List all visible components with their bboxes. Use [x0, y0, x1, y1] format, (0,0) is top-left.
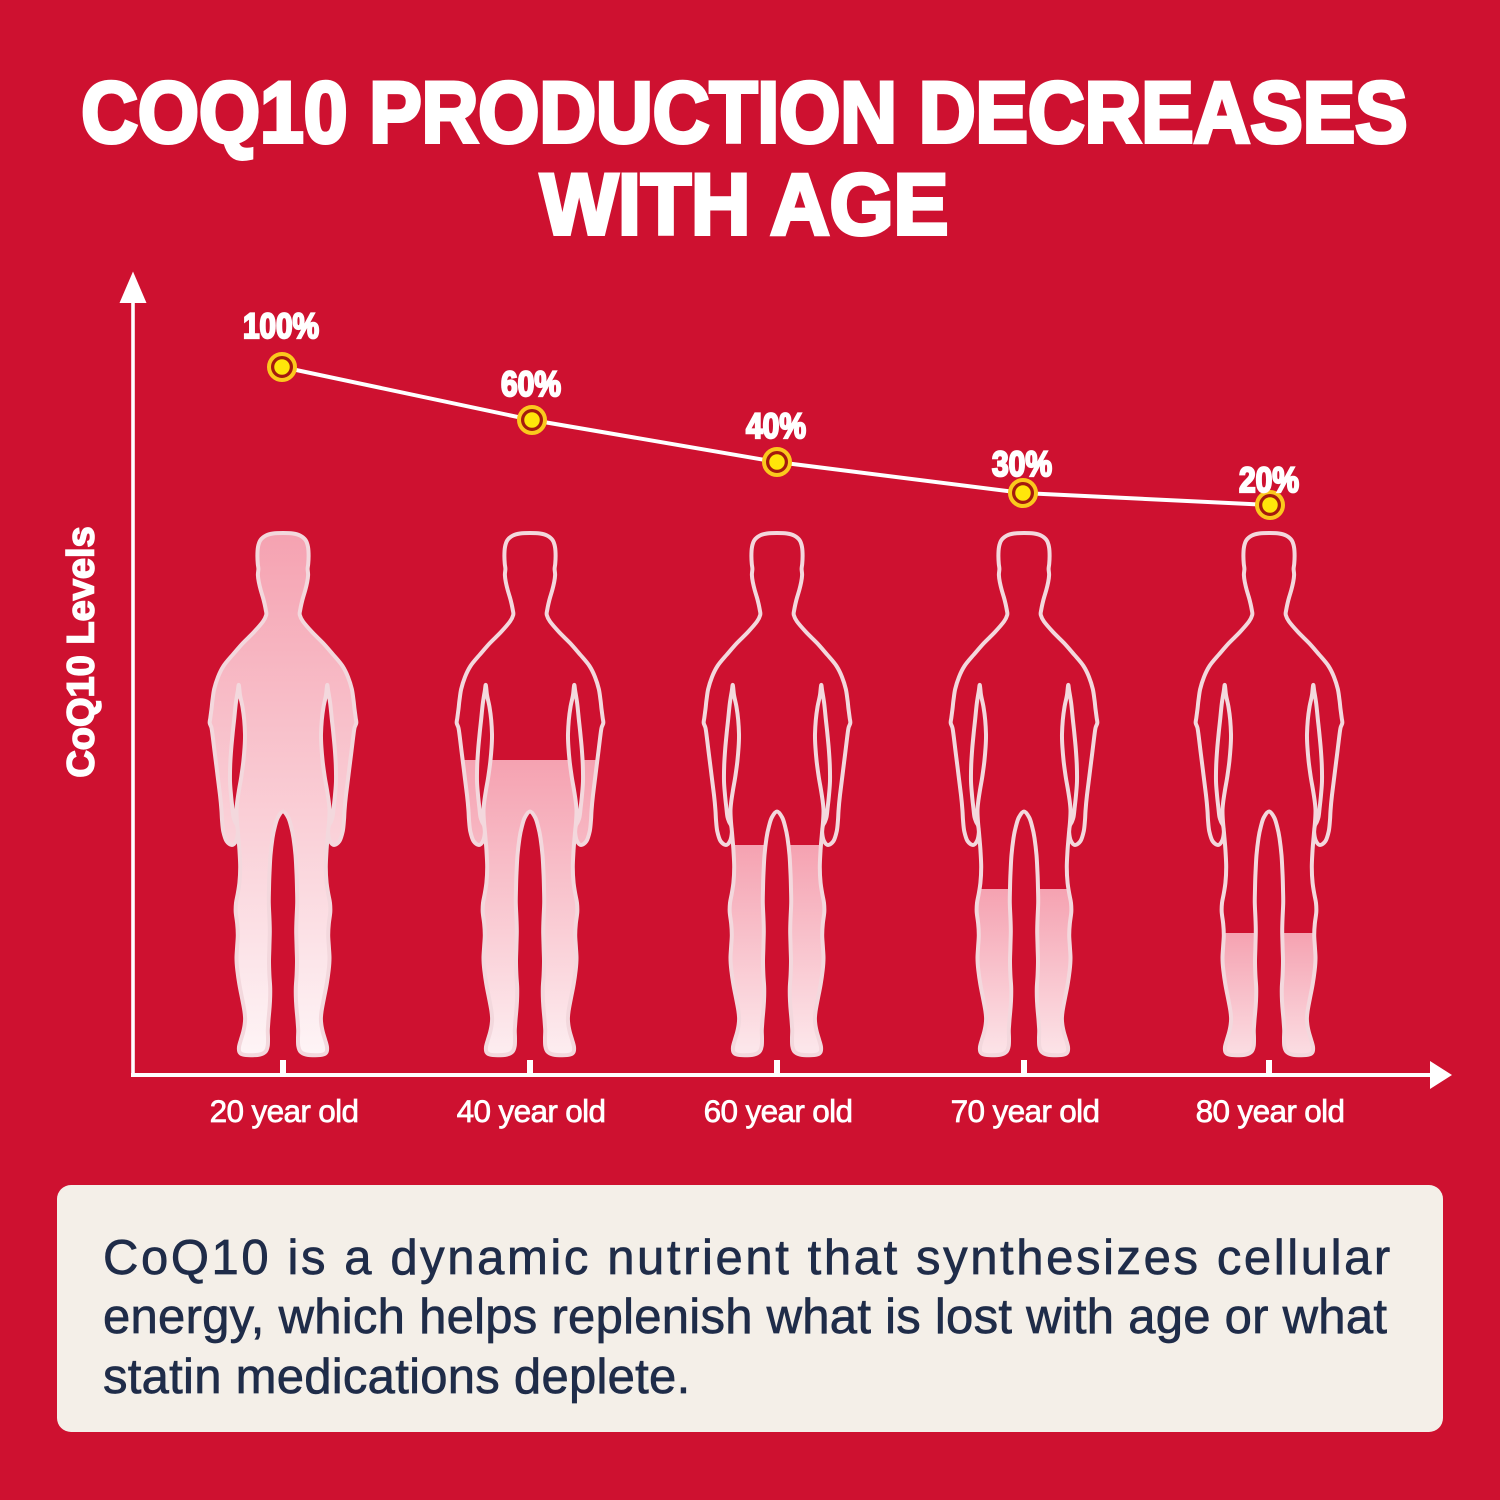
- svg-text:40 year old: 40 year old: [457, 1093, 606, 1129]
- svg-text:60%: 60%: [501, 365, 561, 404]
- svg-text:20 year old: 20 year old: [210, 1093, 359, 1129]
- svg-text:80 year old: 80 year old: [1196, 1093, 1345, 1129]
- svg-text:30%: 30%: [992, 445, 1052, 484]
- svg-text:CoQ10 Levels: CoQ10 Levels: [61, 526, 103, 777]
- svg-text:20%: 20%: [1239, 461, 1299, 500]
- svg-text:40%: 40%: [746, 407, 806, 446]
- svg-text:100%: 100%: [243, 307, 319, 346]
- svg-text:60 year old: 60 year old: [704, 1093, 853, 1129]
- svg-text:70 year old: 70 year old: [951, 1093, 1100, 1129]
